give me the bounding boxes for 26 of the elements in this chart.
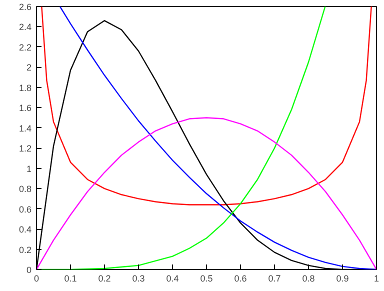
y-tick-label: 0.4 (18, 224, 32, 235)
x-tick-label: 0.1 (64, 274, 77, 284)
y-tick-label: 1.4 (18, 123, 32, 134)
x-tick-label: 0.5 (200, 274, 213, 284)
y-tick-label: 1.6 (18, 103, 32, 114)
y-tick-label: 1 (26, 164, 32, 174)
y-tick-label: 0.2 (18, 244, 32, 255)
y-tick-label: 2.4 (18, 22, 32, 32)
x-tick-label: 0.8 (302, 274, 315, 284)
x-tick-label: 0.4 (166, 274, 179, 284)
x-tick-label: 0.3 (132, 274, 145, 284)
x-tick-label: 0.9 (336, 274, 349, 284)
x-tick-label: 0.2 (98, 274, 111, 284)
y-tick-label: 0.8 (18, 184, 32, 194)
y-tick-label: 2 (26, 62, 32, 73)
x-tick-label: 0.7 (268, 274, 281, 284)
y-tick-label: 1.2 (18, 144, 32, 154)
y-tick-label: 2.2 (18, 42, 32, 52)
x-tick-label: 0 (34, 274, 40, 284)
y-tick-label: 0.6 (18, 204, 32, 214)
line-series (41, 6, 372, 206)
x-tick-label: 0.6 (234, 274, 247, 284)
y-tick-label: 0 (26, 265, 32, 275)
x-tick-label: 1 (374, 274, 380, 284)
y-tick-label: 2.6 (18, 2, 32, 12)
y-tick-label: 1.8 (18, 82, 32, 93)
